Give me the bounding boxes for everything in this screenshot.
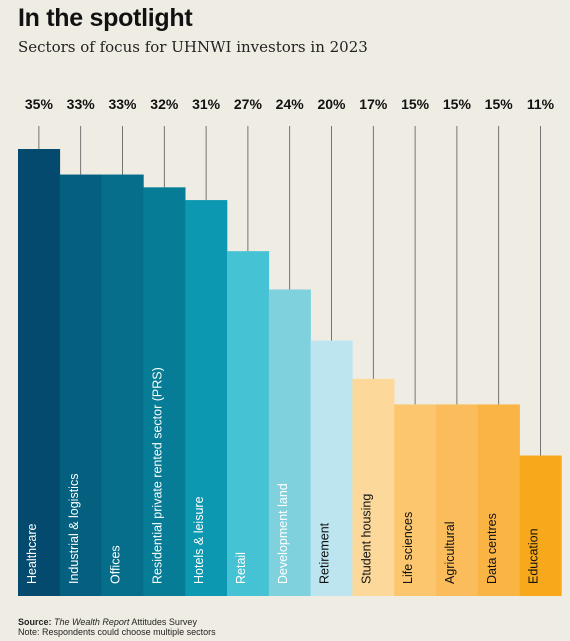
category-label: Data centres bbox=[485, 513, 499, 584]
bar bbox=[310, 340, 353, 596]
category-label: Student housing bbox=[359, 494, 373, 584]
category-label: Residential private rented sector (PRS) bbox=[150, 367, 164, 584]
value-label: 35% bbox=[25, 96, 54, 112]
value-label: 32% bbox=[150, 96, 179, 112]
source-label: Source: bbox=[18, 617, 52, 627]
chart-title: In the spotlight bbox=[18, 4, 193, 32]
source-note: Source: The Wealth Report Attitudes Surv… bbox=[18, 617, 216, 627]
source-title: The Wealth Report bbox=[54, 617, 130, 627]
value-label: 15% bbox=[443, 96, 472, 112]
value-label: 24% bbox=[276, 96, 305, 112]
category-label: Education bbox=[527, 528, 541, 584]
value-label: 20% bbox=[317, 96, 346, 112]
bar bbox=[59, 174, 102, 597]
value-label: 15% bbox=[401, 96, 430, 112]
bar bbox=[519, 455, 562, 596]
value-label: 15% bbox=[485, 96, 514, 112]
source-rest: Attitudes Survey bbox=[129, 617, 197, 627]
category-label: Development land bbox=[276, 483, 290, 584]
bar bbox=[185, 200, 228, 597]
category-label: Retail bbox=[234, 552, 248, 584]
bar bbox=[101, 174, 144, 597]
bar bbox=[18, 149, 61, 596]
bar bbox=[394, 404, 437, 596]
value-label: 11% bbox=[527, 96, 555, 112]
category-label: Offices bbox=[109, 545, 123, 584]
value-label: 33% bbox=[108, 96, 137, 112]
category-label: Retirement bbox=[318, 522, 332, 584]
value-label: 17% bbox=[359, 96, 388, 112]
bar bbox=[436, 404, 479, 596]
category-label: Agricultural bbox=[443, 521, 457, 584]
footnote: Note: Respondents could choose multiple … bbox=[18, 627, 216, 637]
bar bbox=[143, 187, 186, 597]
value-label: 27% bbox=[234, 96, 263, 112]
category-label: Healthcare bbox=[25, 524, 39, 584]
bar bbox=[268, 289, 311, 596]
category-label: Industrial & logistics bbox=[67, 474, 81, 584]
bar bbox=[352, 378, 395, 596]
chart-subtitle: Sectors of focus for UHNWI investors in … bbox=[18, 38, 368, 56]
category-label: Hotels & leisure bbox=[192, 496, 206, 584]
chart-footer: Source: The Wealth Report Attitudes Surv… bbox=[18, 617, 216, 637]
bar bbox=[227, 251, 270, 596]
bar bbox=[477, 404, 520, 596]
value-label: 33% bbox=[67, 96, 96, 112]
category-label: Life sciences bbox=[401, 512, 415, 584]
value-label: 31% bbox=[192, 96, 221, 112]
